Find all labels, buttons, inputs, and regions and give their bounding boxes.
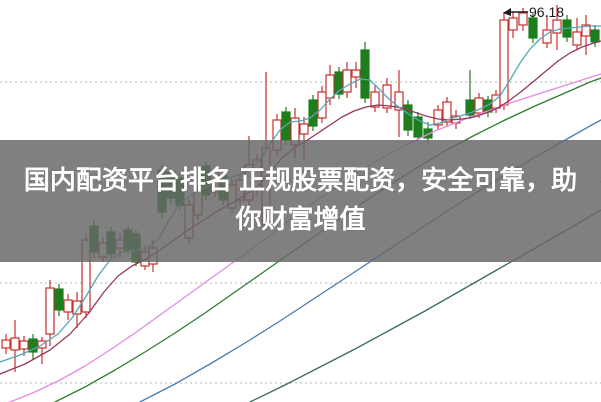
price-high-annotation: 96.18 <box>500 2 564 22</box>
arrow-left-icon <box>503 8 528 16</box>
promo-overlay-banner: 国内配资平台排名 正规股票配资，安全可靠，助 你财富增值 <box>0 140 601 262</box>
promo-text-line1: 国内配资平台排名 正规股票配资，安全可靠，助 <box>23 165 578 195</box>
promo-text-line2: 你财富增值 <box>235 204 366 234</box>
price-high-label: 96.18 <box>529 4 565 20</box>
